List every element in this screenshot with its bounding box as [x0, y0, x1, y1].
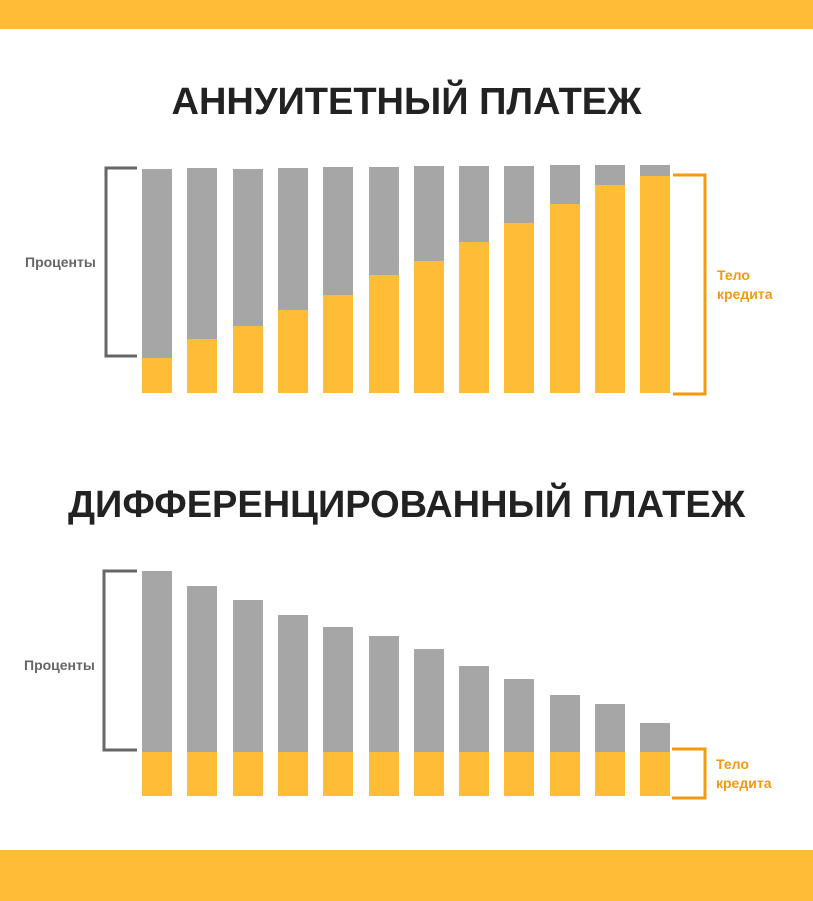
principal-bar-2: [187, 752, 217, 796]
bar-group-11: [595, 165, 625, 393]
principal-bar-11: [595, 752, 625, 796]
differentiated-chart: [102, 569, 707, 800]
interest-bar-8: [459, 166, 489, 242]
bar-group-10: [550, 695, 580, 796]
interest-bar-11: [595, 704, 625, 752]
bar-group-8: [459, 166, 489, 393]
principal-bar-6: [369, 752, 399, 796]
principal-bar-10: [550, 204, 580, 393]
interest-bar-1: [142, 169, 172, 358]
principal-bar-3: [233, 752, 263, 796]
bar-group-7: [414, 166, 444, 393]
differentiated-title: ДИФФЕРЕНЦИРОВАННЫЙ ПЛАТЕЖ: [67, 484, 746, 526]
bar-group-2: [187, 168, 217, 393]
principal-label: Тело кредита: [716, 755, 771, 793]
annuity-chart: [104, 165, 707, 396]
principal-bar-10: [550, 752, 580, 796]
interest-bar-4: [278, 615, 308, 752]
principal-bar-2: [187, 339, 217, 393]
interest-bar-3: [233, 169, 263, 326]
interest-bar-9: [504, 679, 534, 752]
bar-group-2: [187, 586, 217, 796]
interest-bar-2: [187, 586, 217, 752]
bar-group-1: [142, 169, 172, 393]
principal-label-line-1: Тело: [717, 267, 750, 283]
principal-bar-7: [414, 261, 444, 393]
interest-bar-10: [550, 695, 580, 752]
interest-bar-8: [459, 666, 489, 752]
principal-bracket: [673, 173, 707, 396]
interest-bar-7: [414, 649, 444, 752]
interest-bar-4: [278, 168, 308, 310]
principal-label-line-2: кредита: [716, 775, 772, 791]
principal-bar-1: [142, 752, 172, 796]
principal-bar-5: [323, 295, 353, 393]
bar-group-4: [278, 168, 308, 393]
top-accent-band: [0, 0, 813, 29]
principal-bracket: [672, 747, 707, 800]
principal-bar-8: [459, 242, 489, 393]
principal-label-line-1: Тело: [716, 756, 749, 772]
bar-group-5: [323, 627, 353, 796]
principal-bar-9: [504, 752, 534, 796]
principal-bar-6: [369, 275, 399, 393]
interest-bar-10: [550, 165, 580, 204]
bar-group-10: [550, 165, 580, 393]
bar-group-1: [142, 571, 172, 796]
principal-label-line-2: кредита: [717, 286, 773, 302]
bar-group-3: [233, 169, 263, 393]
interest-bar-12: [640, 723, 670, 752]
principal-bar-4: [278, 310, 308, 393]
bar-group-6: [369, 636, 399, 796]
interest-bracket: [102, 569, 137, 752]
interest-bar-1: [142, 571, 172, 752]
principal-bar-12: [640, 752, 670, 796]
interest-bar-6: [369, 167, 399, 275]
principal-bar-1: [142, 358, 172, 393]
principal-bar-12: [640, 176, 670, 393]
bar-group-7: [414, 649, 444, 796]
principal-bar-11: [595, 185, 625, 393]
bar-group-12: [640, 165, 670, 393]
bar-group-11: [595, 704, 625, 796]
interest-bar-9: [504, 166, 534, 223]
interest-bar-5: [323, 167, 353, 295]
bar-group-12: [640, 723, 670, 796]
interest-bar-2: [187, 168, 217, 339]
principal-bar-4: [278, 752, 308, 796]
principal-label: Тело кредита: [717, 266, 772, 304]
principal-bar-8: [459, 752, 489, 796]
interest-bar-6: [369, 636, 399, 752]
interest-bar-7: [414, 166, 444, 261]
interest-bar-11: [595, 165, 625, 185]
bar-group-4: [278, 615, 308, 796]
annuity-title: АННУИТЕТНЫЙ ПЛАТЕЖ: [171, 81, 642, 123]
principal-bar-3: [233, 326, 263, 393]
interest-bar-3: [233, 600, 263, 752]
principal-bar-5: [323, 752, 353, 796]
interest-label: Проценты: [25, 254, 96, 270]
bar-group-9: [504, 679, 534, 796]
bar-group-3: [233, 600, 263, 796]
interest-bar-5: [323, 627, 353, 752]
interest-label: Проценты: [24, 657, 95, 673]
bar-group-5: [323, 167, 353, 393]
bottom-accent-band: [0, 850, 813, 901]
principal-bar-7: [414, 752, 444, 796]
bar-group-9: [504, 166, 534, 393]
interest-bracket: [104, 166, 137, 358]
bar-group-6: [369, 167, 399, 393]
principal-bar-9: [504, 223, 534, 393]
interest-bar-12: [640, 165, 670, 176]
bar-group-8: [459, 666, 489, 796]
